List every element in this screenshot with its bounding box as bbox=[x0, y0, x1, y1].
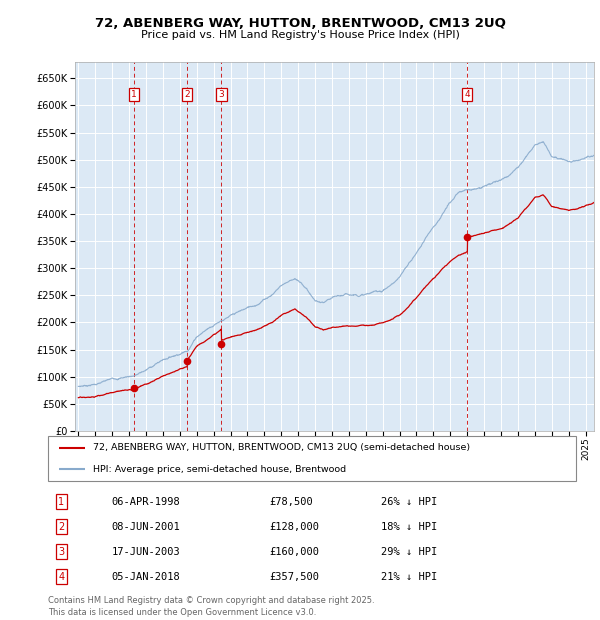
Text: 17-JUN-2003: 17-JUN-2003 bbox=[112, 546, 180, 557]
Text: 2: 2 bbox=[184, 90, 190, 99]
Text: 72, ABENBERG WAY, HUTTON, BRENTWOOD, CM13 2UQ: 72, ABENBERG WAY, HUTTON, BRENTWOOD, CM1… bbox=[95, 17, 505, 30]
Text: 06-APR-1998: 06-APR-1998 bbox=[112, 497, 180, 507]
Text: 1: 1 bbox=[58, 497, 64, 507]
Text: Contains HM Land Registry data © Crown copyright and database right 2025.: Contains HM Land Registry data © Crown c… bbox=[48, 596, 374, 606]
Text: 1: 1 bbox=[131, 90, 137, 99]
Text: 4: 4 bbox=[464, 90, 470, 99]
Text: 29% ↓ HPI: 29% ↓ HPI bbox=[380, 546, 437, 557]
Text: Price paid vs. HM Land Registry's House Price Index (HPI): Price paid vs. HM Land Registry's House … bbox=[140, 30, 460, 40]
Text: 18% ↓ HPI: 18% ↓ HPI bbox=[380, 521, 437, 531]
Text: 4: 4 bbox=[58, 572, 64, 582]
Text: HPI: Average price, semi-detached house, Brentwood: HPI: Average price, semi-detached house,… bbox=[93, 465, 346, 474]
Text: This data is licensed under the Open Government Licence v3.0.: This data is licensed under the Open Gov… bbox=[48, 608, 316, 617]
Text: £78,500: £78,500 bbox=[270, 497, 314, 507]
Text: 08-JUN-2001: 08-JUN-2001 bbox=[112, 521, 180, 531]
Text: £357,500: £357,500 bbox=[270, 572, 320, 582]
Text: £128,000: £128,000 bbox=[270, 521, 320, 531]
Text: £160,000: £160,000 bbox=[270, 546, 320, 557]
Text: 26% ↓ HPI: 26% ↓ HPI bbox=[380, 497, 437, 507]
Text: 3: 3 bbox=[218, 90, 224, 99]
Text: 05-JAN-2018: 05-JAN-2018 bbox=[112, 572, 180, 582]
Text: 21% ↓ HPI: 21% ↓ HPI bbox=[380, 572, 437, 582]
Text: 2: 2 bbox=[58, 521, 64, 531]
FancyBboxPatch shape bbox=[48, 436, 576, 480]
Text: 3: 3 bbox=[58, 546, 64, 557]
Text: 72, ABENBERG WAY, HUTTON, BRENTWOOD, CM13 2UQ (semi-detached house): 72, ABENBERG WAY, HUTTON, BRENTWOOD, CM1… bbox=[93, 443, 470, 453]
